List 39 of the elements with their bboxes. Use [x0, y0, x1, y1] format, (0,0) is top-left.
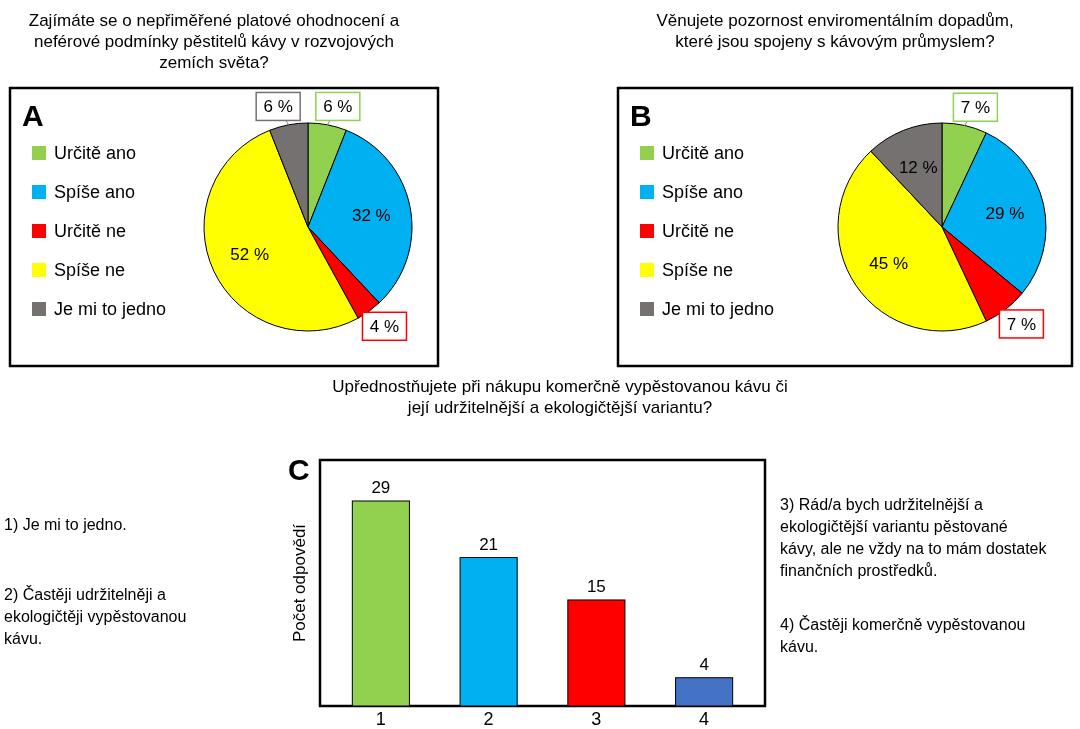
data-label: 4 % — [369, 317, 400, 337]
legend-label: Je mi to jedno — [662, 299, 775, 319]
data-label: 7 % — [960, 98, 991, 118]
text: B — [630, 99, 652, 132]
data-label: 29 % — [985, 203, 1025, 223]
x-tick-label: 4 — [699, 709, 710, 729]
chart-title: Věnujete pozornost enviromentálním dopadům, které jsou spojeny s kávovým průmyslem? — [656, 11, 1014, 51]
text: 3) Rád/a bych udržitelnější a ekologičtější variantu pěstované kávy, ale ne vždy na to mám dostatek finančních prostředků. — [780, 496, 1048, 579]
data-label: 32 % — [351, 205, 391, 225]
text: 4) Častěji komerčně vypěstovanou kávu. — [780, 615, 1026, 655]
data-label: 4 — [699, 654, 709, 674]
legend-label: Určitě ne — [54, 221, 127, 241]
legend-label: Je mi to jedno — [54, 299, 167, 319]
chart-title: Upřednostňujete při nákupu komerčně vypěstovanou kávu či její udržitelnější a ekologičtější variantu? — [332, 377, 788, 417]
data-label: 7 % — [1006, 314, 1037, 334]
legend-label: Spíše ne — [662, 260, 734, 280]
y-axis-title: Počet odpovědí — [290, 523, 309, 643]
data-label: 6 % — [263, 97, 293, 117]
data-label: 52 % — [230, 245, 270, 265]
x-tick-label: 1 — [375, 709, 386, 729]
legend-label: Určitě ne — [662, 221, 735, 241]
text: 2) Častěji udržitelněji a ekologičtěji vypěstovanou kávu. — [4, 585, 187, 647]
legend-label: Spíše ano — [54, 182, 136, 202]
data-label: 12 % — [898, 158, 938, 178]
data-label: 21 — [479, 534, 499, 554]
legend-label: Určitě ano — [662, 143, 745, 163]
text: A — [22, 99, 44, 132]
x-tick-label: 2 — [483, 709, 494, 729]
legend-label: Spíše ano — [662, 182, 744, 202]
data-label: 45 % — [869, 254, 909, 274]
legend-label: Určitě ano — [54, 143, 137, 163]
data-label: 29 — [371, 478, 391, 497]
x-tick-label: 3 — [591, 709, 602, 729]
text: C — [288, 453, 310, 486]
text: 1) Je mi to jedno. — [4, 516, 127, 533]
data-label: 6 % — [323, 97, 353, 117]
data-label: 15 — [586, 576, 606, 596]
chart-title: Zajímáte se o nepřiměřené platové ohodnocení a neférové podmínky pěstitelů kávy v rozvojových zemích světa? — [28, 11, 400, 72]
legend-label: Spíše ne — [54, 260, 126, 280]
